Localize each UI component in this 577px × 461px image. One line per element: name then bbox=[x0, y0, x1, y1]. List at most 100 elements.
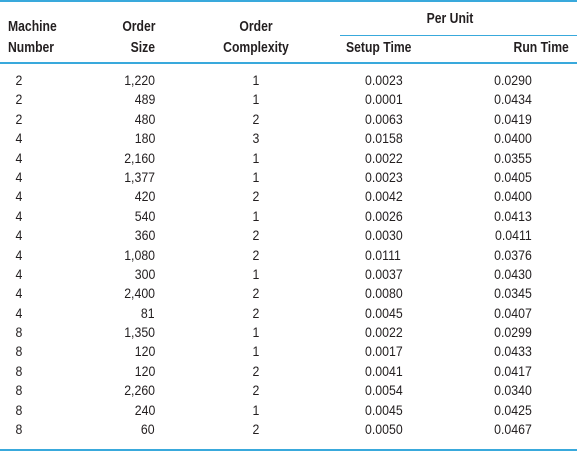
order-complexity-cell: 2 bbox=[252, 227, 260, 244]
setup-time-cell: 0.0158 bbox=[365, 130, 403, 147]
order-size-cell: 60 bbox=[141, 421, 155, 438]
header-per-unit: Per Unit bbox=[426, 11, 474, 27]
setup-time-cell: 0.0042 bbox=[365, 188, 403, 205]
table-row: 4 300 1 0.0037 0.0430 bbox=[0, 265, 577, 284]
run-time-cell: 0.0413 bbox=[494, 207, 532, 224]
order-size-cell: 489 bbox=[134, 91, 155, 108]
order-complexity-cell: 2 bbox=[252, 362, 260, 379]
table-row: 4 1,080 2 0.0111 0.0376 bbox=[0, 246, 577, 265]
run-time-cell: 0.0345 bbox=[494, 285, 532, 302]
machine-number-cell: 8 bbox=[15, 343, 23, 360]
run-time-cell: 0.0430 bbox=[494, 265, 532, 282]
table-row: 8 120 1 0.0017 0.0433 bbox=[0, 342, 577, 361]
header-run-time: Run Time bbox=[513, 40, 569, 56]
setup-time-cell: 0.0037 bbox=[365, 265, 403, 282]
machine-number-cell: 8 bbox=[15, 401, 23, 418]
order-complexity-cell: 1 bbox=[252, 324, 260, 341]
order-complexity-cell: 2 bbox=[252, 421, 260, 438]
setup-time-cell: 0.0017 bbox=[365, 343, 403, 360]
run-time-cell: 0.0290 bbox=[494, 72, 532, 88]
run-time-cell: 0.0433 bbox=[494, 343, 532, 360]
order-complexity-cell: 1 bbox=[252, 72, 260, 88]
run-time-cell: 0.0400 bbox=[494, 188, 532, 205]
machine-number-cell: 4 bbox=[15, 149, 23, 166]
table-row: 4 360 2 0.0030 0.0411 bbox=[0, 226, 577, 245]
bottom-rule bbox=[0, 449, 577, 451]
table-row: 4 420 2 0.0042 0.0400 bbox=[0, 187, 577, 206]
run-time-cell: 0.0400 bbox=[494, 130, 532, 147]
machine-number-cell: 8 bbox=[15, 382, 23, 399]
setup-time-cell: 0.0045 bbox=[365, 401, 403, 418]
machine-number-cell: 4 bbox=[15, 168, 23, 185]
order-size-cell: 120 bbox=[134, 362, 155, 379]
setup-time-cell: 0.0022 bbox=[365, 149, 403, 166]
header-complexity-line1: Order bbox=[239, 19, 273, 35]
top-rule bbox=[0, 0, 577, 2]
machine-number-cell: 4 bbox=[15, 285, 23, 302]
table-row: 2 480 2 0.0063 0.0419 bbox=[0, 110, 577, 129]
run-time-cell: 0.0405 bbox=[494, 168, 532, 185]
run-time-cell: 0.0434 bbox=[494, 91, 532, 108]
header-machine-line2: Number bbox=[8, 40, 55, 56]
machine-number-cell: 4 bbox=[15, 246, 23, 263]
table-row: 2 489 1 0.0001 0.0434 bbox=[0, 90, 577, 109]
order-complexity-cell: 3 bbox=[252, 130, 260, 147]
run-time-cell: 0.0355 bbox=[494, 149, 532, 166]
setup-time-cell: 0.0063 bbox=[365, 110, 403, 127]
machine-number-cell: 4 bbox=[15, 188, 23, 205]
setup-time-cell: 0.0023 bbox=[365, 72, 403, 88]
machine-number-cell: 8 bbox=[15, 324, 23, 341]
order-complexity-cell: 2 bbox=[252, 304, 260, 321]
order-size-cell: 81 bbox=[141, 304, 155, 321]
setup-time-cell: 0.0050 bbox=[365, 421, 403, 438]
order-complexity-cell: 2 bbox=[252, 382, 260, 399]
header-size-line1: Order bbox=[121, 19, 155, 35]
machine-number-cell: 2 bbox=[15, 72, 23, 88]
order-complexity-cell: 2 bbox=[252, 188, 260, 205]
order-complexity-cell: 1 bbox=[252, 91, 260, 108]
order-size-cell: 240 bbox=[134, 401, 155, 418]
order-complexity-cell: 2 bbox=[252, 285, 260, 302]
setup-time-cell: 0.0030 bbox=[365, 227, 403, 244]
setup-time-cell: 0.0111 bbox=[365, 246, 401, 263]
run-time-cell: 0.0467 bbox=[494, 421, 532, 438]
order-complexity-cell: 1 bbox=[252, 207, 260, 224]
run-time-cell: 0.0417 bbox=[494, 362, 532, 379]
table-row: 4 81 2 0.0045 0.0407 bbox=[0, 304, 577, 323]
run-time-cell: 0.0376 bbox=[494, 246, 532, 263]
table-row: 4 540 1 0.0026 0.0413 bbox=[0, 207, 577, 226]
order-size-cell: 2,400 bbox=[124, 285, 155, 302]
order-size-cell: 1,377 bbox=[124, 168, 155, 185]
header-setup-time: Setup Time bbox=[346, 40, 412, 56]
setup-time-cell: 0.0041 bbox=[365, 362, 403, 379]
table-row: 4 2,160 1 0.0022 0.0355 bbox=[0, 149, 577, 168]
order-size-cell: 120 bbox=[134, 343, 155, 360]
machine-number-cell: 4 bbox=[15, 265, 23, 282]
setup-time-cell: 0.0080 bbox=[365, 285, 403, 302]
machine-number-cell: 4 bbox=[15, 207, 23, 224]
setup-time-cell: 0.0026 bbox=[365, 207, 403, 224]
order-size-cell: 2,160 bbox=[124, 149, 155, 166]
machine-number-cell: 8 bbox=[15, 362, 23, 379]
order-size-cell: 420 bbox=[134, 188, 155, 205]
machine-number-cell: 4 bbox=[15, 130, 23, 147]
machine-number-cell: 2 bbox=[15, 110, 23, 127]
order-size-cell: 180 bbox=[134, 130, 155, 147]
order-size-cell: 1,080 bbox=[124, 246, 155, 263]
table-row: 4 180 3 0.0158 0.0400 bbox=[0, 129, 577, 148]
per-unit-rule bbox=[340, 35, 577, 36]
order-size-cell: 1,220 bbox=[124, 72, 155, 88]
run-time-cell: 0.0425 bbox=[494, 401, 532, 418]
machine-number-cell: 4 bbox=[15, 304, 23, 321]
run-time-cell: 0.0419 bbox=[494, 110, 532, 127]
table-row: 4 2,400 2 0.0080 0.0345 bbox=[0, 284, 577, 303]
table-row: 8 2,260 2 0.0054 0.0340 bbox=[0, 381, 577, 400]
setup-time-cell: 0.0045 bbox=[365, 304, 403, 321]
order-size-cell: 480 bbox=[134, 110, 155, 127]
order-complexity-cell: 2 bbox=[252, 110, 260, 127]
table-row: 2 1,220 1 0.0023 0.0290 bbox=[0, 71, 577, 90]
order-complexity-cell: 1 bbox=[252, 149, 260, 166]
table-row: 8 120 2 0.0041 0.0417 bbox=[0, 362, 577, 381]
machine-number-cell: 8 bbox=[15, 421, 23, 438]
